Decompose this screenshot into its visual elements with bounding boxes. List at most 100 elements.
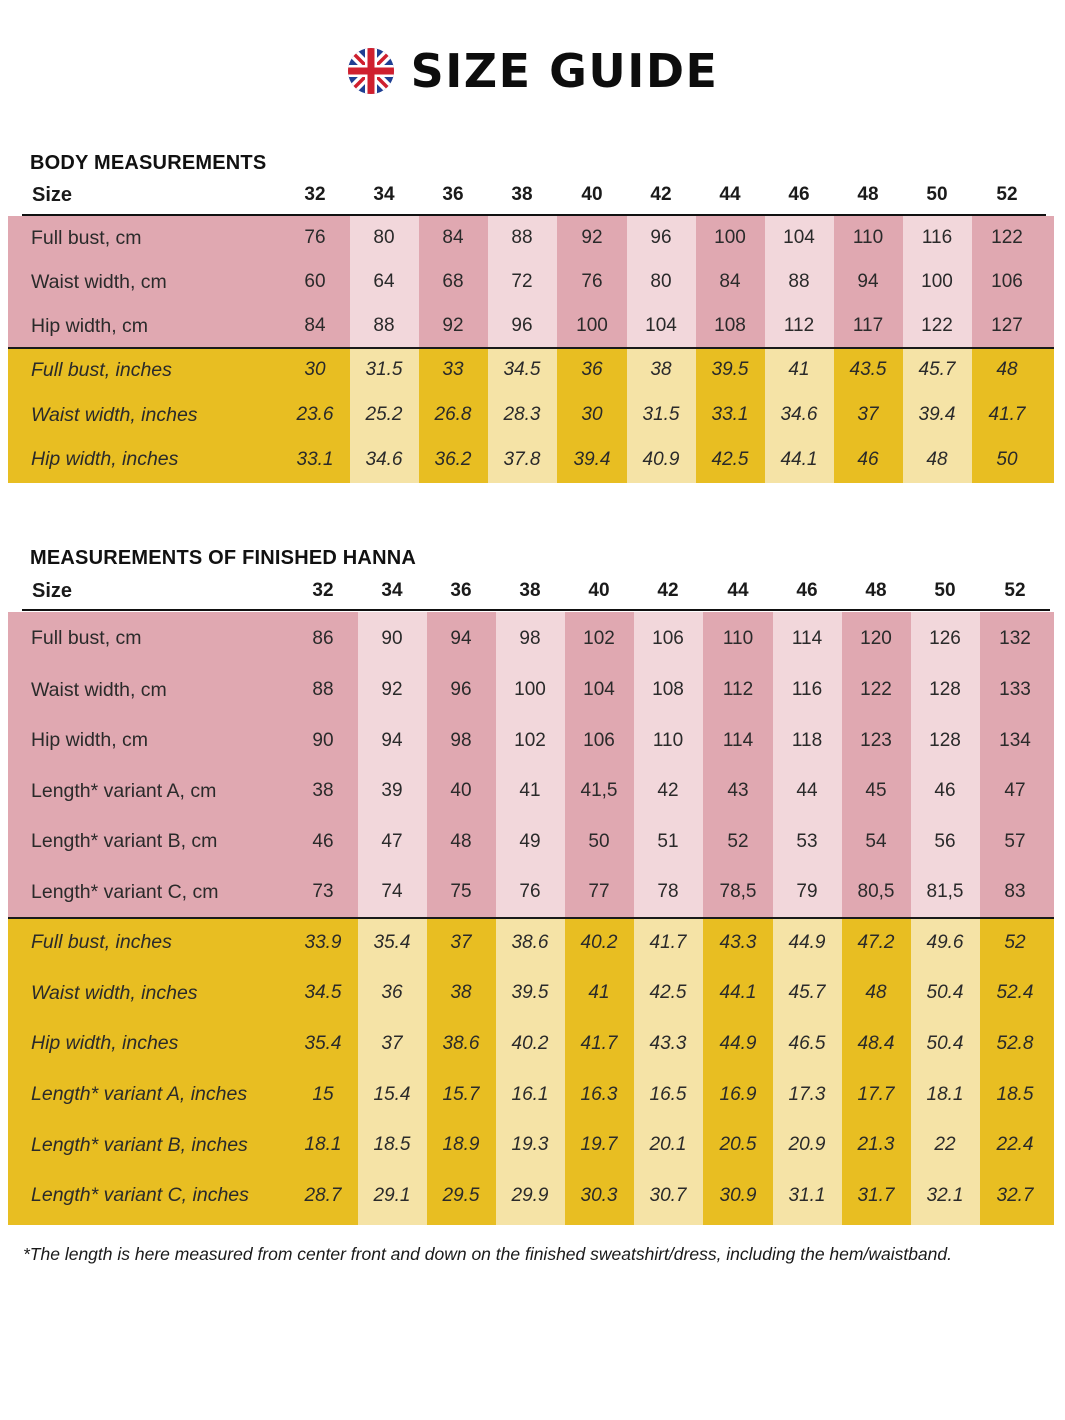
table-cell: 77 [588,881,610,903]
table-cell: 29.9 [511,1184,549,1206]
row-label: Full bust, cm [31,226,142,249]
table-cell: 38.6 [442,1032,480,1054]
size-header-50: 50 [926,184,948,205]
table-cell: 90 [312,729,334,751]
table-cell: 40.9 [642,448,680,470]
table-cell: 45.7 [918,359,956,381]
row-label: Hip width, inches [31,448,179,471]
table-cell: 64 [373,271,395,292]
table-cell: 35.4 [304,1032,342,1054]
table-cell: 43 [727,780,749,802]
table-cell: 114 [722,729,754,751]
size-header-44: 44 [719,184,741,205]
table-cell: 22.4 [996,1134,1034,1156]
table-cell: 90 [381,627,403,649]
size-header-48: 48 [865,580,887,601]
row-label: Hip width, inches [31,1032,179,1055]
table-cell: 80 [373,227,395,248]
table-cell: 46.5 [788,1032,826,1054]
cm-col-light-34 [357,612,427,918]
table-row: Waist width, cm 88 92 96 100 104 108 112 116 122 1… [8,665,1054,716]
table-cell: 15 [312,1083,334,1105]
table-cell: 47 [1004,780,1026,802]
row-label: Hip width, cm [31,314,149,337]
table-cell: 104 [583,679,615,701]
table-cell: 108 [714,315,746,336]
table-cell: 98 [519,627,541,649]
table-cell: 20.5 [719,1134,757,1156]
size-header-42: 42 [657,580,679,601]
finished-measurements-table: Full bust, cm 86 90 94 98 102 106 110 114 120 126 1… [8,612,1054,1225]
cm-col-light-50 [910,612,980,918]
table-row: Full bust, cm 76 80 84 88 92 96 100 104 110 116 122 [8,216,1054,260]
table-cell: 29.1 [373,1184,411,1206]
table-cell: 100 [921,271,953,292]
table-cell: 98 [450,729,472,751]
table-row: Length* variant A, cm 38 39 40 41 41,5 42 43 44 4… [8,766,1054,817]
table-cell: 41.7 [649,931,687,953]
table-cell: 79 [796,881,818,903]
table-cell: 46 [934,780,956,802]
header-rule [22,609,1050,611]
table-cell: 18.5 [373,1134,411,1156]
table-cell: 34.6 [365,448,403,470]
table-cell: 17.7 [857,1083,895,1105]
table-cell: 94 [450,627,472,649]
table-row: Full bust, inches 30 31.5 33 34.5 36 38 39.5 41 4… [8,348,1054,393]
table-cell: 102 [514,729,546,751]
table-cell: 133 [999,679,1031,701]
finished-size-header: Size 32 34 36 38 40 42 44 46 48 50 52 [0,576,1065,606]
table-cell: 31.5 [642,404,680,426]
table-cell: 74 [381,881,403,903]
size-header-46: 46 [788,184,810,205]
table-cell: 19.3 [511,1134,549,1156]
table-cell: 28.7 [304,1184,342,1206]
table-cell: 92 [581,227,603,248]
page-header: SIZE GUIDE [0,38,1065,104]
table-cell: 18.9 [442,1134,480,1156]
table-cell: 56 [934,830,956,852]
table-cell: 18.1 [304,1134,342,1156]
table-cell: 38 [312,780,334,802]
table-cell: 49.6 [926,931,964,953]
table-cell: 128 [929,729,961,751]
table-cell: 17.3 [788,1083,826,1105]
table-cell: 126 [929,627,961,649]
table-cell: 49 [519,830,541,852]
table-cell: 116 [791,679,823,701]
row-label: Full bust, inches [31,358,172,381]
size-header-36: 36 [450,580,472,601]
inch-col-light-46 [764,348,834,483]
table-cell: 30 [304,359,326,381]
cm-col-light-38 [495,612,565,918]
size-label: Size [32,580,73,602]
table-cell: 29.5 [442,1184,480,1206]
table-cell: 52 [1004,931,1026,953]
size-header-42: 42 [650,184,672,205]
table-cell: 40.2 [580,931,618,953]
table-cell: 39.5 [711,359,749,381]
table-cell: 41,5 [580,780,618,802]
table-cell: 122 [991,227,1023,248]
table-cell: 83 [1004,881,1026,903]
body-measurements-title: BODY MEASUREMENTS [30,152,267,174]
table-cell: 48 [450,830,472,852]
table-cell: 30.3 [580,1184,618,1206]
table-row: Length* variant C, inches 28.7 29.1 29.5 29.… [8,1171,1054,1222]
row-label: Waist width, inches [31,403,198,426]
size-header-40: 40 [581,184,603,205]
table-cell: 19.7 [580,1134,618,1156]
table-cell: 15.7 [442,1083,480,1105]
table-cell: 34.5 [304,982,342,1004]
table-cell: 21.3 [857,1134,895,1156]
table-cell: 41.7 [988,404,1026,426]
table-cell: 88 [788,271,810,292]
header-rule [22,214,1046,216]
table-cell: 120 [860,627,892,649]
table-cell: 108 [652,679,684,701]
table-cell: 100 [714,227,746,248]
table-cell: 30 [581,404,603,426]
size-header-52: 52 [996,184,1018,205]
table-cell: 46 [312,830,334,852]
table-cell: 100 [576,315,608,336]
